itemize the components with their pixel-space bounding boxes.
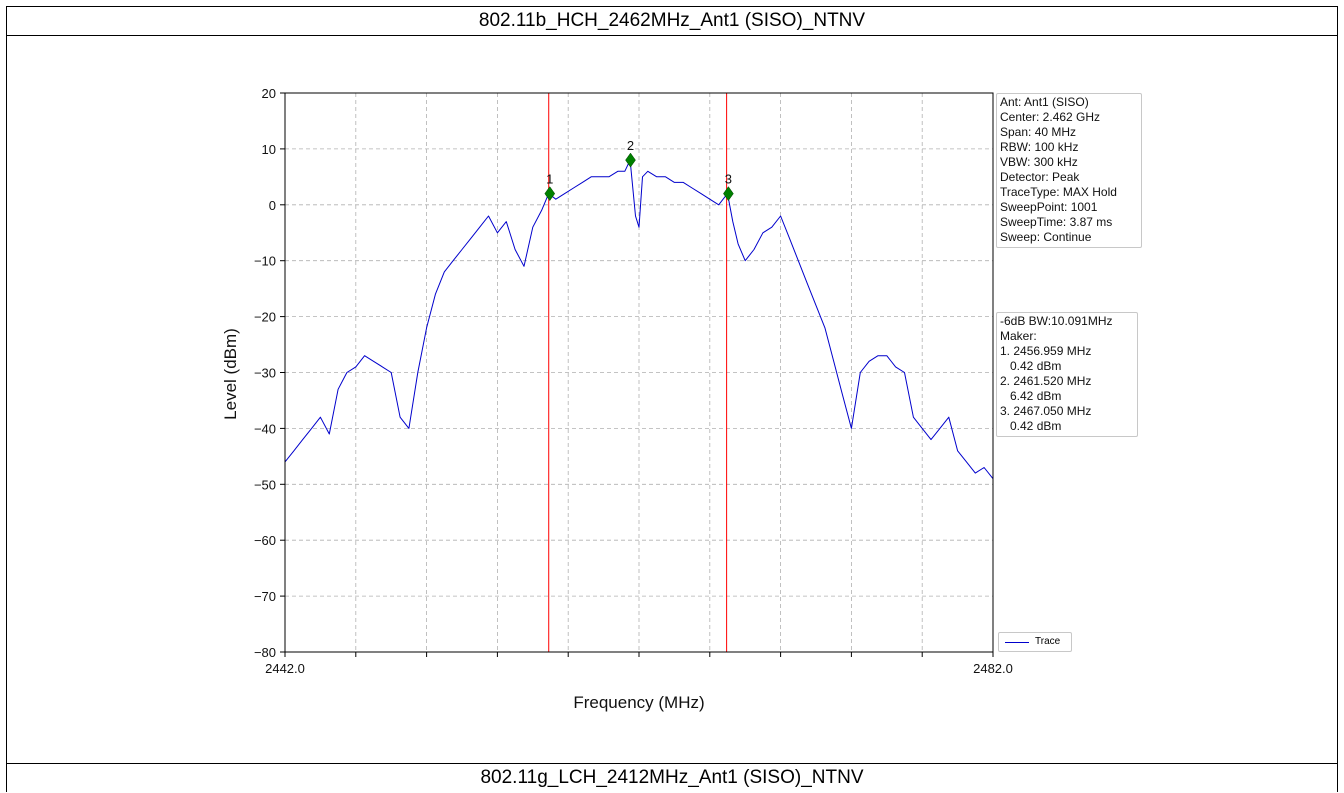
settings-info-box: Ant: Ant1 (SISO) Center: 2.462 GHz Span: 4… xyxy=(996,93,1142,248)
y-tick-label: 0 xyxy=(269,198,276,213)
marker-info-line: 6.42 dBm xyxy=(1000,389,1062,403)
x-tick-label: 2442.0 xyxy=(265,661,305,676)
settings-line: TraceType: MAX Hold xyxy=(1000,185,1117,199)
y-axis-label: Level (dBm) xyxy=(221,328,240,420)
y-tick-label: −40 xyxy=(254,421,276,436)
settings-line: Detector: Peak xyxy=(1000,170,1080,184)
legend: Trace xyxy=(998,632,1072,652)
x-axis-label: Frequency (MHz) xyxy=(573,693,704,712)
marker-info-box: -6dB BW:10.091MHz Maker: 1. 2456.959 MHz 0… xyxy=(996,312,1138,437)
x-tick-label: 2482.0 xyxy=(973,661,1013,676)
y-tick-label: −80 xyxy=(254,645,276,660)
marker-info-line: 3. 2467.050 MHz xyxy=(1000,404,1092,418)
marker-info-line: -6dB BW:10.091MHz xyxy=(1000,314,1113,328)
marker-diamond xyxy=(723,186,734,202)
marker-info-line: 0.42 dBm xyxy=(1000,419,1062,433)
marker-diamond xyxy=(544,186,556,202)
y-tick-label: −60 xyxy=(254,533,276,548)
settings-line: Sweep: Continue xyxy=(1000,230,1092,244)
settings-line: Ant: Ant1 (SISO) xyxy=(1000,95,1089,109)
marker-number-label: 2 xyxy=(627,138,634,153)
grid-layer xyxy=(285,93,993,652)
plot-area-frame xyxy=(284,92,994,653)
settings-line: SweepPoint: 1001 xyxy=(1000,200,1098,214)
y-tick-label: −20 xyxy=(254,310,276,325)
y-tick-label: 10 xyxy=(262,142,276,157)
settings-line: RBW: 100 kHz xyxy=(1000,140,1079,154)
y-tick-label: −30 xyxy=(254,366,276,381)
settings-line: SweepTime: 3.87 ms xyxy=(1000,215,1113,229)
trace-line xyxy=(284,159,994,480)
marker-number-label: 1 xyxy=(546,172,553,187)
legend-trace-label: Trace xyxy=(1035,636,1061,647)
marker-info-line: 2. 2461.520 MHz xyxy=(1000,374,1092,388)
trace-layer xyxy=(284,159,994,480)
marker-info-line: 0.42 dBm xyxy=(1000,359,1062,373)
settings-line: Center: 2.462 GHz xyxy=(1000,110,1101,124)
marker-diamond xyxy=(625,152,636,168)
y-tick-label: −10 xyxy=(254,254,276,269)
bandwidth-lines xyxy=(548,93,728,652)
y-tick-label: 20 xyxy=(262,86,276,101)
legend-trace-swatch xyxy=(1005,641,1029,643)
top-section-title: 802.11b_HCH_2462MHz_Ant1 (SISO)_NTNV xyxy=(7,7,1337,36)
bottom-section-title: 802.11g_LCH_2412MHz_Ant1 (SISO)_NTNV xyxy=(7,763,1337,793)
y-tick-label: −70 xyxy=(254,589,276,604)
report-frame: 802.11b_HCH_2462MHz_Ant1 (SISO)_NTNV 802… xyxy=(6,6,1338,792)
y-tick-label: −50 xyxy=(254,477,276,492)
marker-number-label: 3 xyxy=(725,172,732,187)
marker-info-line: 1. 2456.959 MHz xyxy=(1000,344,1092,358)
marker-info-line: Maker: xyxy=(1000,329,1037,343)
settings-line: VBW: 300 kHz xyxy=(1000,155,1078,169)
marker-layer: 1 2 3 xyxy=(544,138,734,202)
settings-line: Span: 40 MHz xyxy=(1000,125,1077,139)
